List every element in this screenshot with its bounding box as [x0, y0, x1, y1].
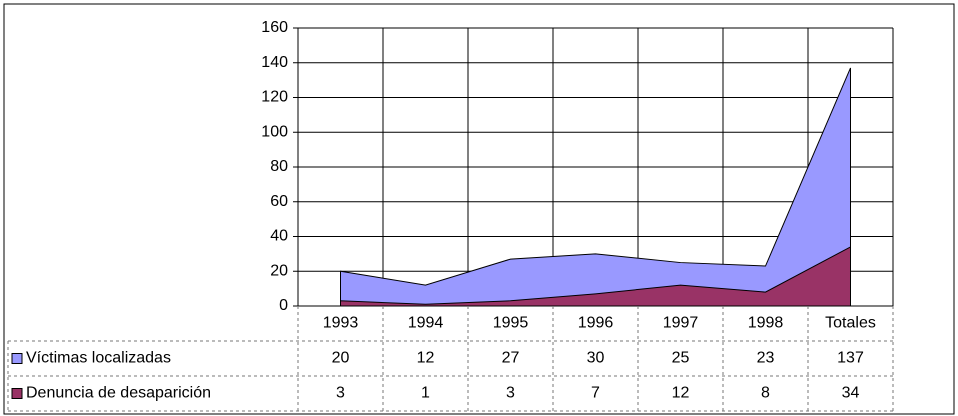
x-tick-label: 1997	[663, 315, 699, 332]
x-tick-label: 1995	[493, 315, 529, 332]
y-tick-label: 120	[261, 89, 288, 106]
table-value: 12	[417, 350, 435, 367]
table-value: 3	[336, 385, 345, 402]
table-value: 12	[672, 385, 690, 402]
x-tick-label: 1998	[748, 315, 784, 332]
y-tick-label: 80	[270, 158, 288, 175]
table-value: 3	[506, 385, 515, 402]
table-value: 34	[842, 385, 860, 402]
legend-key	[11, 388, 23, 399]
table-value: 137	[837, 350, 864, 367]
table-value: 30	[587, 350, 605, 367]
legend-key	[11, 353, 23, 364]
x-tick-label: Totales	[825, 315, 876, 332]
y-tick-label: 140	[261, 54, 288, 71]
area	[340, 246, 851, 307]
table-value: 1	[421, 385, 430, 402]
y-tick-label: 160	[261, 19, 288, 36]
y-tick-label: 40	[270, 228, 288, 245]
y-tick-label: 100	[261, 123, 288, 140]
x-tick-label: 1994	[408, 315, 444, 332]
x-tick-label: 1993	[323, 315, 359, 332]
table-value: 23	[757, 350, 775, 367]
y-tick-label: 0	[279, 297, 288, 314]
x-tick-label: 1996	[578, 315, 614, 332]
table-value: 20	[332, 350, 350, 367]
table-value: 7	[591, 385, 600, 402]
legend-label: Denuncia de desaparición	[26, 385, 211, 402]
y-tick-label: 20	[270, 262, 288, 279]
y-tick-label: 60	[270, 193, 288, 210]
table-value: 25	[672, 350, 690, 367]
legend-label: Víctimas localizadas	[26, 350, 171, 367]
table-value: 8	[761, 385, 770, 402]
table-value: 27	[502, 350, 520, 367]
